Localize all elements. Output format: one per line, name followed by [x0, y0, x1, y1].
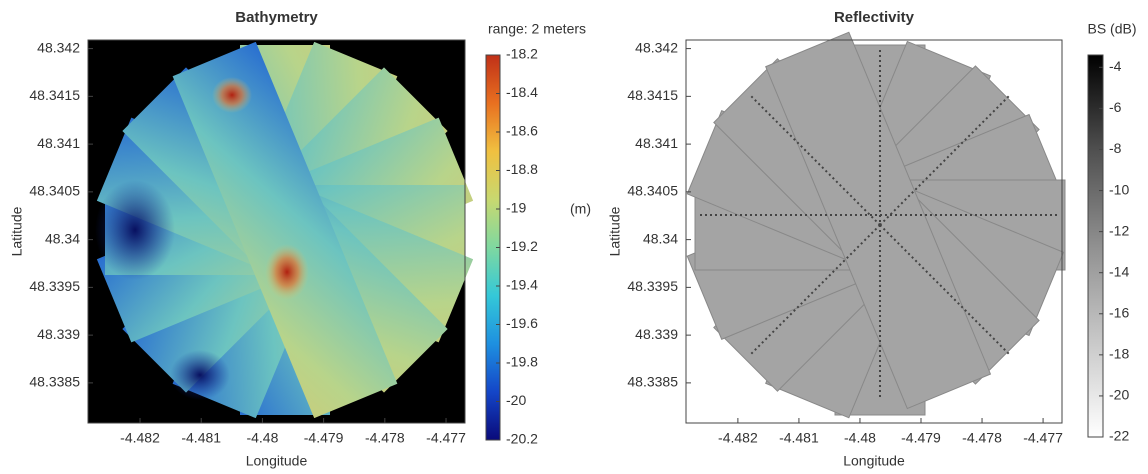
y-tick-label: 48.342: [37, 39, 80, 55]
x-tick-label: -4.482: [120, 430, 160, 446]
y-tick-label: 48.3405: [29, 183, 80, 199]
chart-title: Bathymetry: [235, 9, 318, 26]
colorbar-tick-label: -19.4: [506, 277, 538, 293]
colorbar-tick-label: -20.2: [506, 431, 538, 447]
colorbar-tick-label: -18.4: [506, 84, 538, 100]
colorbar-tick-label: -19.2: [506, 238, 538, 254]
y-tick-label: 48.3415: [627, 87, 678, 103]
y-tick-label: 48.3405: [627, 183, 678, 199]
y-tick-label: 48.3385: [627, 374, 678, 390]
x-tick-label: -4.477: [426, 430, 466, 446]
colorbar-label: BS (dB): [1087, 21, 1136, 37]
colorbar-tick-label: -12: [1109, 222, 1129, 238]
bathymetry-image: [95, 42, 473, 418]
colorbar-tick-label: -19.8: [506, 354, 538, 370]
x-tick-label: -4.479: [304, 430, 344, 446]
x-axis-label: Longitude: [246, 453, 308, 469]
y-tick-label: 48.34: [45, 230, 80, 246]
colorbar-tick-label: -18.6: [506, 123, 538, 139]
reflectivity-image: [686, 31, 1066, 419]
y-tick-label: 48.3395: [627, 278, 678, 294]
colorbar-label: (m): [570, 201, 591, 217]
x-tick-label: -4.477: [1023, 430, 1063, 446]
colorbar-tick-label: -4: [1109, 58, 1122, 74]
axes-frame: [87, 39, 466, 424]
y-tick-label: 48.341: [635, 135, 678, 151]
axes-frame: [685, 39, 1063, 424]
reflectivity-nadir-lines: [700, 50, 1060, 400]
y-tick-label: 48.3385: [29, 374, 80, 390]
x-tick-label: -4.48: [246, 430, 278, 446]
y-tick-label: 48.3415: [29, 87, 80, 103]
colorbar-tick-label: -18.8: [506, 161, 538, 177]
colorbar-tick-label: -19: [506, 200, 526, 216]
chart-title: Reflectivity: [834, 9, 915, 26]
colorbar-tick-label: -19.6: [506, 315, 538, 331]
y-tick-label: 48.339: [37, 326, 80, 342]
x-axis-label: Longitude: [843, 453, 905, 469]
colorbar-tick-label: -6: [1109, 99, 1122, 115]
colorbar-tick-label: -18.2: [506, 46, 538, 62]
colorbar-tick-label: -16: [1109, 304, 1129, 320]
colorbar-tick-label: -18: [1109, 346, 1129, 362]
x-tick-label: -4.48: [844, 430, 876, 446]
y-tick-label: 48.341: [37, 135, 80, 151]
colorbar-tick-label: -8: [1109, 140, 1122, 156]
y-tick-label: 48.3395: [29, 278, 80, 294]
colorbar-tick-label: -14: [1109, 263, 1129, 279]
y-tick-label: 48.342: [635, 39, 678, 55]
annotation: range: 2 meters: [488, 21, 586, 37]
colorbar-tick-label: -22: [1109, 428, 1129, 444]
y-axis-label: Latitude: [9, 206, 25, 256]
x-tick-label: -4.482: [718, 430, 758, 446]
y-axis-label: Latitude: [607, 206, 623, 256]
x-tick-label: -4.481: [181, 430, 221, 446]
x-tick-label: -4.478: [962, 430, 1002, 446]
x-tick-label: -4.481: [779, 430, 819, 446]
colorbar-tick-label: -10: [1109, 181, 1129, 197]
colorbar-tick-label: -20: [1109, 387, 1129, 403]
colorbar: [1087, 54, 1104, 438]
y-tick-label: 48.34: [643, 230, 678, 246]
x-tick-label: -4.479: [901, 430, 941, 446]
colorbar-tick-label: -20: [506, 392, 526, 408]
x-tick-label: -4.478: [365, 430, 405, 446]
y-tick-label: 48.339: [635, 326, 678, 342]
